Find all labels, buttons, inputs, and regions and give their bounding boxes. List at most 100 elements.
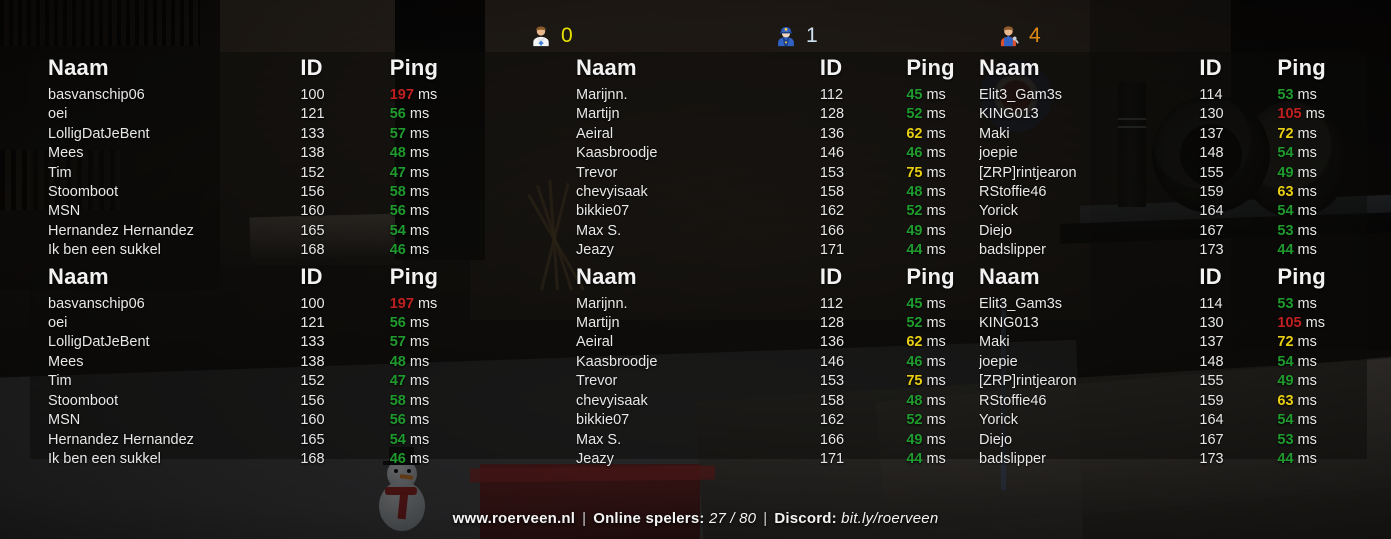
player-ping: 49 ms xyxy=(904,431,1008,450)
player-row: Elit3_Gam3s 114 53 ms xyxy=(979,86,1369,105)
player-id: 156 xyxy=(300,184,325,201)
player-row: MSN 160 56 ms xyxy=(48,202,495,221)
police-icon xyxy=(778,27,794,47)
player-name: Stoomboot xyxy=(48,392,119,409)
column-header-name: Naam xyxy=(979,55,1040,80)
player-ping: 48 ms xyxy=(904,183,1008,202)
player-ping: 53 ms xyxy=(1275,86,1369,105)
ping-value: 75 xyxy=(906,164,923,181)
ping-unit: ms xyxy=(922,164,946,181)
stat-mechanics: 4 xyxy=(998,24,1041,48)
player-id: 146 xyxy=(819,353,845,370)
player-name: Kaasbroodje xyxy=(576,145,658,162)
player-id: 171 xyxy=(819,242,845,259)
player-ping: 47 ms xyxy=(388,164,495,183)
ping-value: 49 xyxy=(906,431,923,448)
footer-website[interactable]: www.roerveen.nl xyxy=(452,510,576,527)
player-name: Ik ben een sukkel xyxy=(48,242,161,259)
ping-value: 105 xyxy=(1277,106,1302,123)
player-ping: 54 ms xyxy=(1275,411,1369,430)
ping-value: 45 xyxy=(906,295,923,312)
ping-unit: ms xyxy=(1293,184,1317,201)
player-id: 156 xyxy=(300,392,325,409)
player-name: Diejo xyxy=(979,222,1013,239)
player-id: 165 xyxy=(300,431,325,448)
footer-separator-1: | xyxy=(582,510,587,527)
player-ping: 54 ms xyxy=(388,222,495,241)
player-name: badslipper xyxy=(979,450,1046,467)
player-name: Jeazy xyxy=(576,242,614,259)
player-row: Stoomboot 156 58 ms xyxy=(48,183,495,202)
player-id: 121 xyxy=(300,315,325,332)
ping-unit: ms xyxy=(405,106,430,123)
footer-discord-value[interactable]: bit.ly/roerveen xyxy=(841,510,939,527)
player-ping: 75 ms xyxy=(904,164,1008,183)
player-name: Ik ben een sukkel xyxy=(48,450,161,467)
player-ping: 56 ms xyxy=(388,314,495,333)
player-column-3: Naam ID Ping Elit3_Gam3s 114 53 ms KING013 1… xyxy=(979,52,1369,469)
player-name: joepie xyxy=(979,145,1018,162)
player-id: 168 xyxy=(300,242,325,259)
player-row: badslipper 173 44 ms xyxy=(979,450,1369,469)
player-name: Diejo xyxy=(979,431,1013,448)
ping-value: 57 xyxy=(389,334,406,351)
player-id: 136 xyxy=(819,334,845,351)
player-ping: 56 ms xyxy=(388,202,495,221)
ping-unit: ms xyxy=(1293,222,1317,239)
ping-value: 56 xyxy=(389,412,406,429)
player-name: Hernandez Hernandez xyxy=(48,431,194,448)
player-row: Mees 138 48 ms xyxy=(48,144,495,163)
ping-value: 54 xyxy=(1277,203,1294,220)
player-row: bikkie07 162 52 ms xyxy=(576,202,1008,221)
ping-value: 56 xyxy=(389,106,406,123)
ping-unit: ms xyxy=(922,125,946,142)
player-ping: 62 ms xyxy=(904,333,1008,352)
ping-value: 47 xyxy=(389,373,406,390)
player-id: 165 xyxy=(300,222,325,239)
stat-police: 1 xyxy=(775,24,818,48)
player-name: bikkie07 xyxy=(576,203,630,220)
player-name: Elit3_Gam3s xyxy=(979,87,1063,103)
player-ping: 53 ms xyxy=(1275,222,1369,241)
player-row: Tim 152 47 ms xyxy=(48,164,495,183)
footer-discord-label: Discord: xyxy=(774,510,837,527)
player-id: 158 xyxy=(819,184,845,201)
player-name: Stoomboot xyxy=(48,184,119,201)
column-header-ping: Ping xyxy=(389,263,439,289)
player-row: Ik ben een sukkel 168 46 ms xyxy=(48,450,495,469)
player-name: Trevor xyxy=(576,373,618,390)
ping-value: 52 xyxy=(906,315,923,332)
player-row: Jeazy 171 44 ms xyxy=(576,450,1008,469)
player-ping: 45 ms xyxy=(904,295,1008,314)
player-ping: 44 ms xyxy=(904,450,1008,469)
ping-unit: ms xyxy=(922,87,946,103)
ping-unit: ms xyxy=(405,392,430,409)
player-ping: 46 ms xyxy=(904,144,1008,163)
player-name: LolligDatJeBent xyxy=(48,334,150,351)
player-row: oei 121 56 ms xyxy=(48,105,495,124)
player-name: KING013 xyxy=(979,315,1039,332)
ping-unit: ms xyxy=(1293,431,1317,448)
player-table-1-block-1: Naam ID Ping basvanschip06 100 197 ms oei 12… xyxy=(48,52,495,261)
player-name: RStoffie46 xyxy=(979,184,1047,201)
ping-value: 57 xyxy=(389,125,406,142)
column-header-ping: Ping xyxy=(389,55,439,80)
player-id: 138 xyxy=(300,145,325,162)
player-name: Marijnn. xyxy=(576,295,628,312)
column-header-id: ID xyxy=(1199,55,1222,80)
player-name: chevyisaak xyxy=(576,184,648,201)
column-header-name: Naam xyxy=(979,263,1040,289)
player-id: 148 xyxy=(1199,353,1224,370)
ping-value: 48 xyxy=(389,353,406,370)
player-id: 160 xyxy=(300,412,325,429)
player-id: 100 xyxy=(300,295,325,312)
player-id: 128 xyxy=(819,106,845,123)
player-name: Hernandez Hernandez xyxy=(48,222,194,239)
column-header-id: ID xyxy=(1199,263,1222,289)
player-name: oei xyxy=(48,315,68,332)
player-id: 138 xyxy=(300,353,325,370)
ping-unit: ms xyxy=(922,106,946,123)
player-id: 167 xyxy=(1199,431,1224,448)
player-row: Marijnn. 112 45 ms xyxy=(576,86,1008,105)
player-ping: 63 ms xyxy=(1275,183,1369,202)
